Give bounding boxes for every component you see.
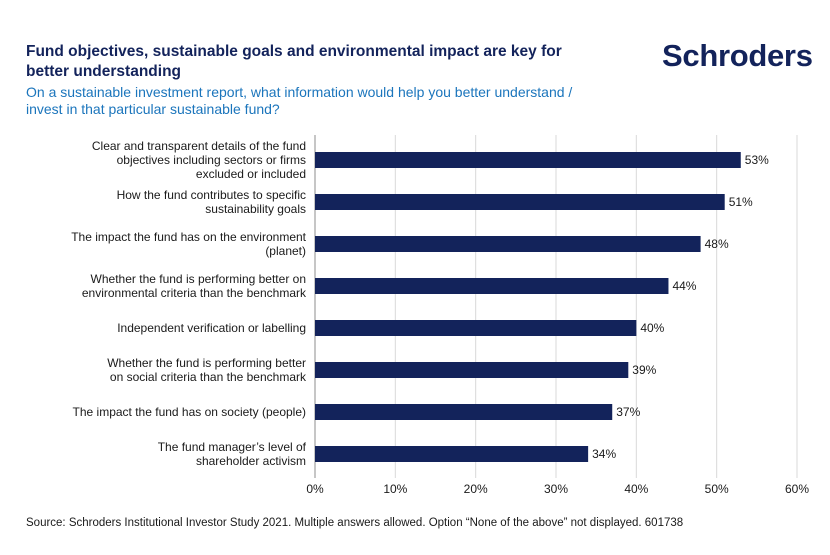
bar: [315, 194, 725, 210]
category-label: Independent verification or labelling: [117, 321, 306, 335]
bar: [315, 446, 589, 462]
data-label: 37%: [616, 405, 640, 419]
category-label: Clear and transparent details of the fun…: [92, 139, 306, 181]
chart-title: Fund objectives, sustainable goals and e…: [26, 43, 562, 80]
category-label: Whether the fund is performing better on…: [82, 272, 307, 300]
x-tick-label: 50%: [705, 482, 729, 496]
data-label: 44%: [672, 279, 696, 293]
schroders-logo: Schroders: [662, 38, 813, 73]
bar: [315, 236, 701, 252]
data-label: 48%: [705, 237, 729, 251]
category-label-line: sustainability goals: [205, 202, 306, 216]
category-label-line: Clear and transparent details of the fun…: [92, 139, 306, 153]
category-label: The impact the fund has on society (peop…: [73, 405, 306, 419]
x-tick-label: 30%: [544, 482, 568, 496]
category-label-line: excluded or included: [196, 167, 306, 181]
chart-subtitle: On a sustainable investment report, what…: [26, 84, 573, 117]
bar: [315, 152, 741, 168]
x-tick-label: 60%: [785, 482, 809, 496]
data-label: 39%: [632, 363, 656, 377]
data-label: 51%: [729, 195, 753, 209]
data-label: 40%: [640, 321, 664, 335]
bar: [315, 278, 669, 294]
bar: [315, 404, 613, 420]
category-label-line: How the fund contributes to specific: [117, 188, 306, 202]
category-label-line: The fund manager’s level of: [158, 440, 307, 454]
category-label-line: on social criteria than the benchmark: [110, 370, 307, 384]
category-label-line: (planet): [265, 244, 306, 258]
category-label-line: objectives including sectors or firms: [117, 153, 306, 167]
x-tick-label: 20%: [464, 482, 488, 496]
category-label-line: shareholder activism: [196, 454, 306, 468]
x-tick-label: 0%: [306, 482, 324, 496]
source-note: Source: Schroders Institutional Investor…: [26, 517, 684, 529]
category-label-line: Whether the fund is performing better on: [91, 272, 306, 286]
category-label: The impact the fund has on the environme…: [71, 230, 306, 258]
category-label: Whether the fund is performing better on …: [107, 356, 307, 384]
x-tick-label: 10%: [383, 482, 407, 496]
category-label-line: environmental criteria than the benchmar…: [82, 286, 307, 300]
bar: [315, 320, 637, 336]
category-label-line: The impact the fund has on society (peop…: [73, 405, 306, 419]
data-label: 34%: [592, 447, 616, 461]
x-tick-label: 40%: [624, 482, 648, 496]
data-label: 53%: [745, 153, 769, 167]
category-label-line: Whether the fund is performing better: [107, 356, 306, 370]
category-label: The fund manager’s level of shareholder a…: [158, 440, 307, 468]
bar: [315, 362, 629, 378]
category-label: How the fund contributes to specific sust…: [117, 188, 306, 216]
category-label-line: The impact the fund has on the environme…: [71, 230, 306, 244]
category-label-line: Independent verification or labelling: [117, 321, 306, 335]
